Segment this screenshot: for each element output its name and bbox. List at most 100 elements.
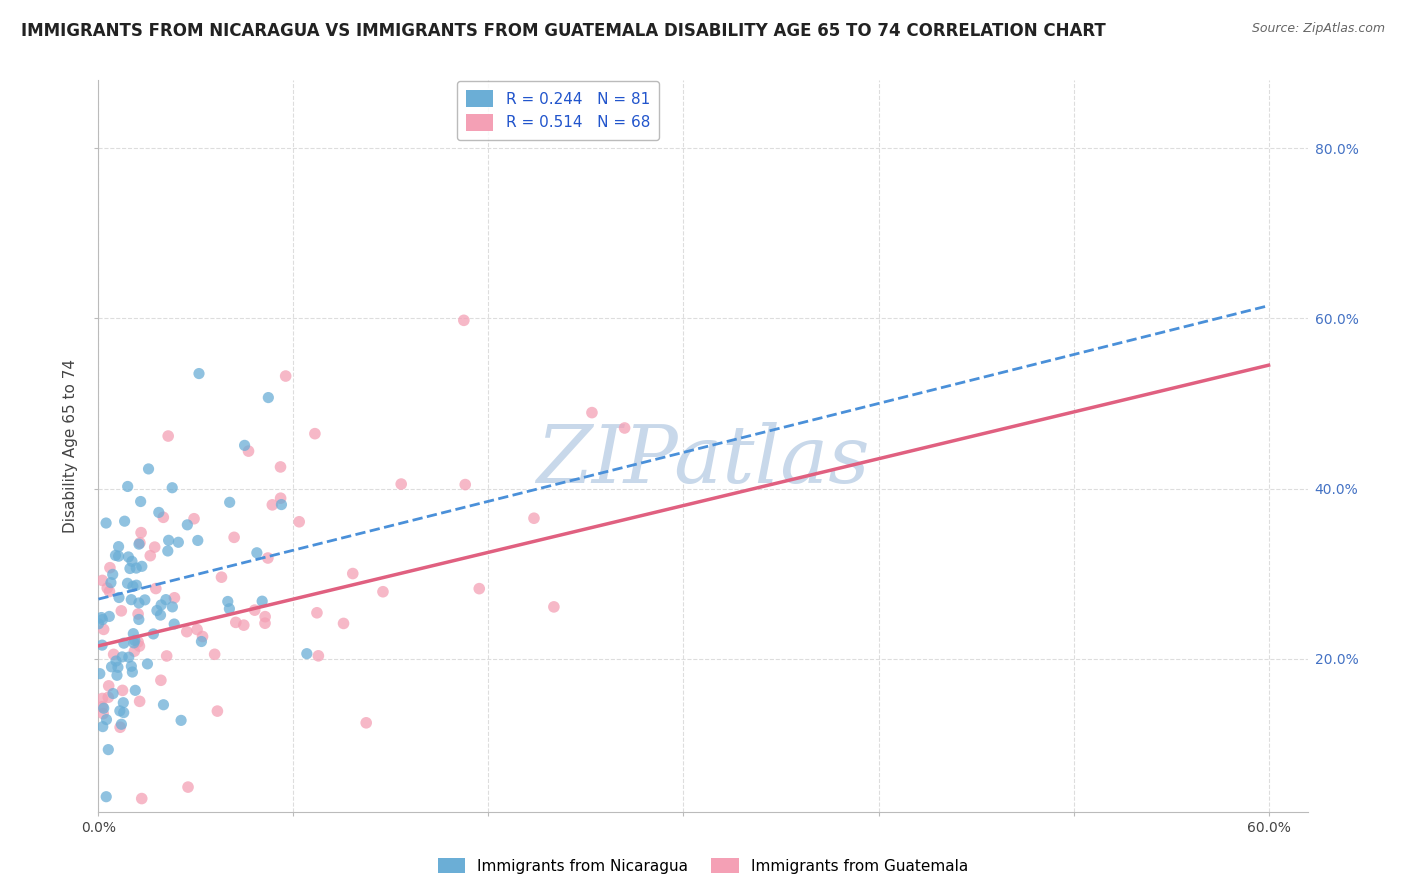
- Point: [100, 575, 122, 590]
- Point: [176, 517, 198, 532]
- Point: [211, 570, 233, 584]
- Point: [117, 576, 139, 591]
- Point: [125, 561, 148, 575]
- Point: [128, 596, 150, 610]
- Point: [170, 714, 193, 728]
- Point: [177, 780, 200, 794]
- Point: [332, 616, 354, 631]
- Point: [98, 584, 121, 599]
- Point: [270, 498, 292, 512]
- Point: [112, 706, 135, 720]
- Point: [107, 549, 129, 564]
- Point: [91, 691, 114, 706]
- Point: [188, 367, 211, 381]
- Text: ZIPatlas: ZIPatlas: [536, 422, 870, 500]
- Point: [104, 549, 127, 563]
- Point: [139, 549, 162, 563]
- Point: [167, 535, 190, 549]
- Point: [233, 438, 256, 452]
- Point: [120, 592, 142, 607]
- Point: [156, 648, 179, 663]
- Point: [131, 559, 153, 574]
- Point: [131, 791, 153, 805]
- Point: [274, 369, 297, 384]
- Point: [150, 598, 173, 612]
- Point: [108, 704, 131, 718]
- Point: [142, 627, 165, 641]
- Point: [111, 683, 134, 698]
- Point: [246, 546, 269, 560]
- Point: [134, 593, 156, 607]
- Point: [121, 665, 143, 679]
- Point: [107, 540, 129, 554]
- Point: [117, 549, 139, 564]
- Point: [149, 608, 172, 623]
- Point: [304, 426, 326, 441]
- Point: [176, 624, 198, 639]
- Point: [100, 660, 122, 674]
- Point: [225, 615, 247, 630]
- Point: [149, 673, 172, 688]
- Text: Source: ZipAtlas.com: Source: ZipAtlas.com: [1251, 22, 1385, 36]
- Point: [118, 833, 141, 847]
- Point: [162, 599, 184, 614]
- Point: [305, 606, 328, 620]
- Point: [148, 505, 170, 519]
- Point: [371, 584, 394, 599]
- Point: [257, 551, 280, 566]
- Point: [129, 536, 152, 550]
- Point: [253, 616, 276, 631]
- Point: [107, 660, 129, 674]
- Point: [243, 603, 266, 617]
- Point: [101, 687, 124, 701]
- Point: [152, 510, 174, 524]
- Point: [127, 607, 149, 621]
- Point: [101, 567, 124, 582]
- Point: [98, 609, 121, 624]
- Point: [543, 599, 565, 614]
- Point: [190, 634, 212, 648]
- Point: [90, 610, 112, 624]
- Point: [124, 644, 146, 658]
- Point: [91, 699, 114, 714]
- Point: [218, 601, 240, 615]
- Point: [91, 720, 114, 734]
- Point: [191, 630, 214, 644]
- Point: [307, 648, 329, 663]
- Point: [111, 649, 134, 664]
- Point: [112, 636, 135, 650]
- Point: [354, 715, 377, 730]
- Point: [295, 647, 318, 661]
- Point: [155, 592, 177, 607]
- Point: [232, 618, 254, 632]
- Point: [110, 717, 132, 731]
- Point: [156, 544, 179, 558]
- Point: [94, 516, 117, 530]
- Point: [163, 617, 186, 632]
- Point: [105, 668, 128, 682]
- Point: [146, 603, 169, 617]
- Point: [129, 525, 152, 540]
- Point: [91, 613, 114, 627]
- Point: [118, 561, 141, 575]
- Point: [108, 591, 131, 605]
- Point: [128, 694, 150, 708]
- Point: [124, 683, 146, 698]
- Point: [124, 633, 146, 648]
- Point: [145, 582, 167, 596]
- Point: [238, 444, 260, 458]
- Point: [87, 616, 110, 631]
- Point: [96, 789, 118, 804]
- Y-axis label: Disability Age 65 to 74: Disability Age 65 to 74: [63, 359, 79, 533]
- Point: [108, 720, 131, 734]
- Point: [218, 495, 240, 509]
- Point: [157, 533, 180, 548]
- Point: [122, 626, 145, 640]
- Point: [389, 477, 412, 491]
- Point: [89, 666, 111, 681]
- Point: [128, 537, 150, 551]
- Point: [217, 594, 239, 608]
- Point: [254, 609, 277, 624]
- Point: [114, 514, 136, 528]
- Point: [183, 512, 205, 526]
